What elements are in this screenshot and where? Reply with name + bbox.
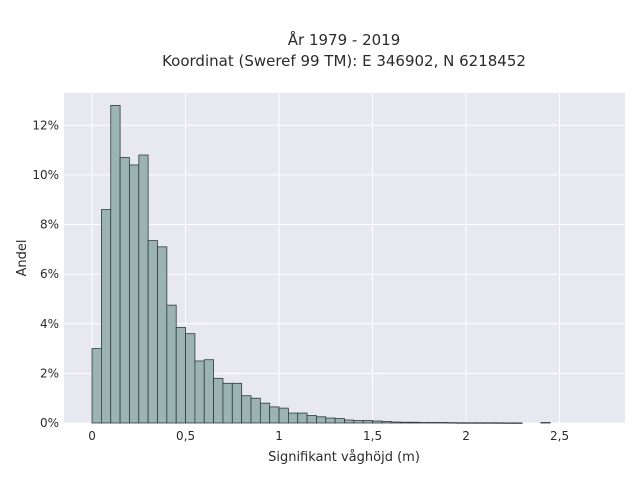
histogram-bar: [147, 240, 158, 424]
histogram-bar: [203, 359, 214, 424]
histogram-bar: [287, 412, 299, 424]
histogram-bar: [409, 421, 420, 424]
y-tick-label: 12%: [32, 118, 59, 132]
histogram-bar: [278, 407, 289, 424]
y-tick-label: 10%: [32, 168, 59, 182]
y-tick-label: 6%: [40, 267, 59, 281]
x-axis-ticks: 0 0,5 1 1,5 2 2,5: [88, 429, 569, 443]
histogram-bars: [91, 105, 551, 424]
x-tick-label: 0,5: [176, 429, 195, 443]
y-tick-label: 8%: [40, 218, 59, 232]
histogram-bar: [493, 422, 504, 424]
histogram-bar: [259, 402, 271, 424]
histogram-bar: [540, 422, 551, 424]
histogram-bar: [353, 420, 364, 424]
histogram-bar: [381, 421, 392, 424]
histogram-bar: [446, 422, 458, 424]
y-tick-label: 2%: [40, 366, 59, 380]
y-axis-ticks: 0% 2% 4% 6% 8% 10% 12%: [32, 118, 59, 430]
x-axis-label: Signifikant våghöjd (m): [268, 450, 420, 465]
histogram-bar: [110, 105, 121, 424]
histogram-bar: [465, 422, 476, 424]
histogram-bar: [101, 209, 112, 424]
histogram-bar: [213, 377, 224, 424]
histogram-bar: [297, 412, 308, 424]
histogram-bar: [129, 164, 140, 424]
histogram-bar: [306, 415, 317, 424]
y-tick-label: 0%: [40, 416, 59, 430]
histogram-bar: [138, 154, 149, 424]
y-axis-label: Andel: [15, 240, 30, 277]
histogram-bar: [250, 397, 261, 424]
histogram-bar: [194, 360, 205, 424]
x-tick-label: 1: [275, 429, 283, 443]
histogram-bar: [91, 348, 102, 424]
histogram-bar: [512, 422, 523, 424]
histogram-bar: [372, 420, 383, 424]
x-tick-label: 1,5: [363, 429, 382, 443]
histogram-bar: [119, 157, 130, 424]
histogram-bar: [166, 304, 177, 424]
chart-title-line-2: Koordinat (Sweref 99 TM): E 346902, N 62…: [162, 52, 526, 70]
histogram-bar: [344, 419, 355, 424]
histogram-bar: [456, 422, 467, 424]
histogram-bar: [241, 395, 252, 424]
y-tick-label: 4%: [40, 317, 59, 331]
histogram-bar: [269, 406, 280, 424]
x-tick-label: 2: [462, 429, 470, 443]
histogram-bar: [222, 382, 233, 424]
histogram-bar: [316, 416, 327, 424]
histogram-bar: [157, 246, 168, 424]
histogram-bar: [437, 422, 448, 424]
histogram-bar: [418, 422, 430, 424]
histogram-bar: [334, 418, 345, 424]
x-tick-label: 2,5: [550, 429, 569, 443]
histogram-bar: [400, 421, 411, 424]
histogram-bar: [428, 422, 439, 424]
histogram-bar: [362, 420, 373, 424]
histogram-bar: [484, 422, 495, 424]
histogram-bar: [390, 421, 401, 424]
x-tick-label: 0: [88, 429, 96, 443]
histogram-bar: [325, 417, 336, 424]
chart-title-line-1: År 1979 - 2019: [288, 30, 401, 49]
histogram-bar: [474, 422, 486, 424]
histogram-bar: [175, 327, 186, 424]
histogram-bar: [503, 422, 514, 424]
histogram-bar: [185, 333, 196, 424]
histogram-bar: [231, 382, 243, 424]
